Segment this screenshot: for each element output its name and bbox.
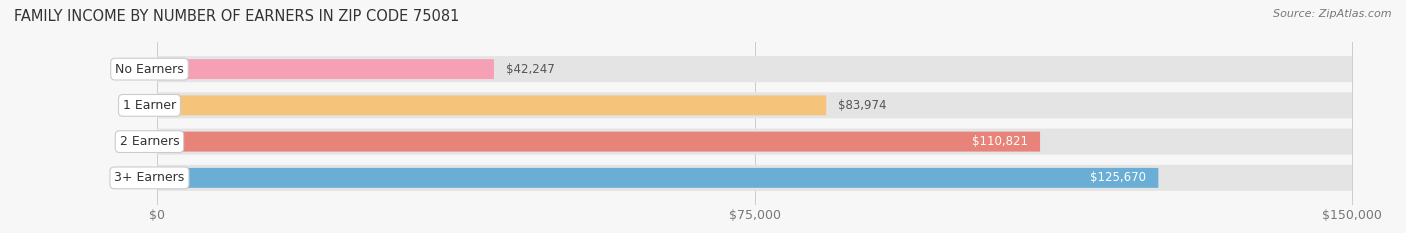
FancyBboxPatch shape (157, 132, 1040, 152)
FancyBboxPatch shape (157, 165, 1353, 191)
Text: No Earners: No Earners (115, 63, 184, 76)
Text: $110,821: $110,821 (972, 135, 1028, 148)
FancyBboxPatch shape (157, 59, 494, 79)
Text: 2 Earners: 2 Earners (120, 135, 180, 148)
FancyBboxPatch shape (157, 92, 1353, 118)
Text: $83,974: $83,974 (838, 99, 887, 112)
Text: FAMILY INCOME BY NUMBER OF EARNERS IN ZIP CODE 75081: FAMILY INCOME BY NUMBER OF EARNERS IN ZI… (14, 9, 460, 24)
Text: $42,247: $42,247 (506, 63, 554, 76)
Text: 1 Earner: 1 Earner (122, 99, 176, 112)
Text: $125,670: $125,670 (1091, 171, 1146, 184)
Text: 3+ Earners: 3+ Earners (114, 171, 184, 184)
FancyBboxPatch shape (157, 168, 1159, 188)
FancyBboxPatch shape (157, 56, 1353, 82)
Text: Source: ZipAtlas.com: Source: ZipAtlas.com (1274, 9, 1392, 19)
FancyBboxPatch shape (157, 129, 1353, 155)
FancyBboxPatch shape (157, 95, 827, 115)
